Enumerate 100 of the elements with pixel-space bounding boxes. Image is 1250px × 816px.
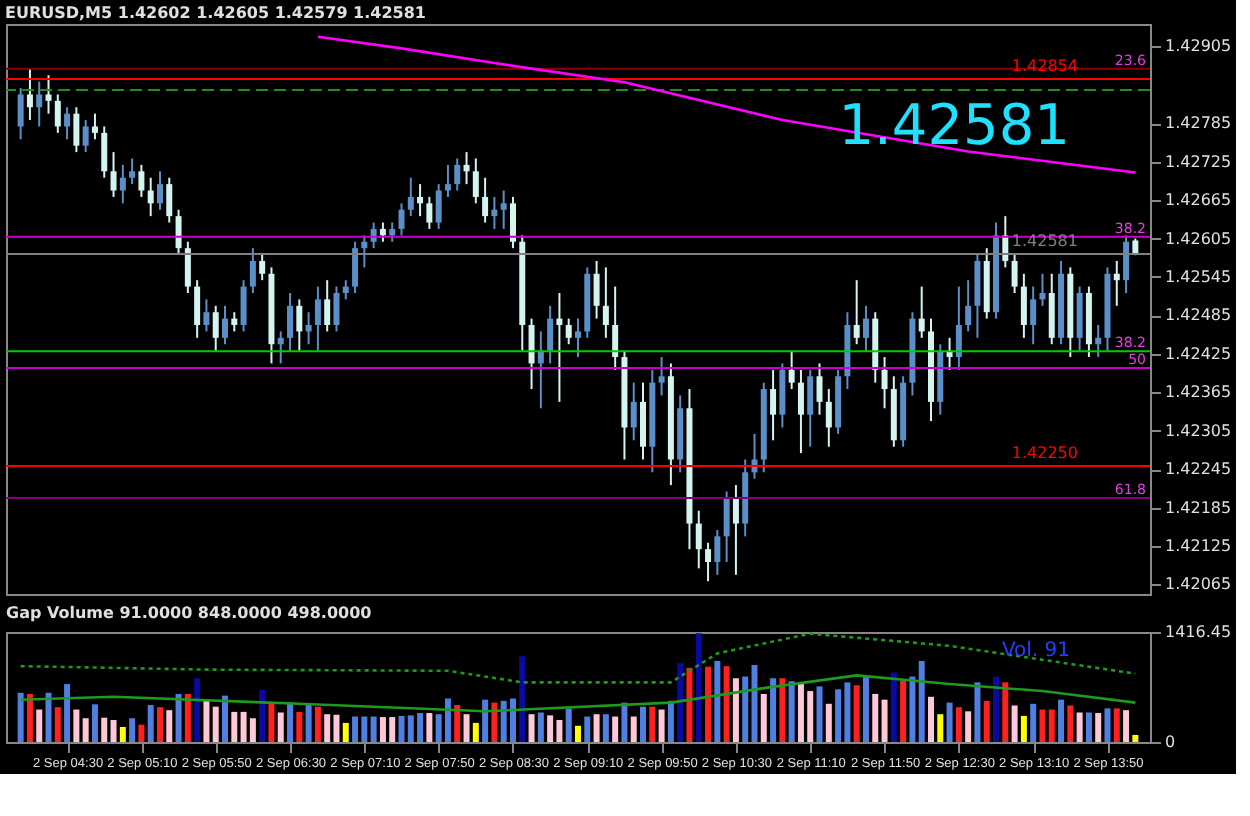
candlestick — [974, 253, 981, 339]
bar — [816, 686, 823, 742]
bar — [36, 709, 43, 742]
bar — [640, 706, 647, 742]
bar — [472, 722, 479, 742]
y-tick-label: 1.42785 — [1165, 114, 1232, 133]
candlestick — [825, 388, 832, 448]
bar — [491, 702, 498, 742]
bar — [156, 707, 163, 742]
candlestick — [714, 528, 721, 576]
bar — [463, 714, 470, 742]
candlestick — [575, 317, 581, 359]
bar — [835, 689, 842, 742]
bar — [352, 716, 359, 742]
bar — [695, 633, 702, 742]
bar — [705, 666, 712, 742]
candlestick — [361, 234, 368, 269]
candlestick — [175, 208, 182, 256]
candlestick — [54, 93, 61, 134]
candlestick — [658, 356, 665, 397]
y-tick-label: 1.42125 — [1165, 536, 1232, 555]
candlestick — [426, 195, 433, 230]
bar — [770, 678, 777, 742]
candlestick — [955, 285, 962, 371]
candlestick — [853, 279, 860, 346]
y-tick-label: 1.42545 — [1165, 267, 1232, 286]
candlestick — [965, 279, 972, 333]
bar — [1113, 708, 1120, 742]
candlestick — [212, 304, 219, 352]
candlestick — [333, 285, 340, 333]
candlestick — [472, 157, 479, 205]
bar — [184, 693, 191, 742]
bar — [732, 678, 739, 742]
bar — [268, 703, 275, 742]
candlestick — [45, 74, 52, 115]
candlestick — [723, 490, 730, 563]
bar — [166, 710, 173, 742]
candlestick — [184, 240, 191, 294]
bar — [537, 712, 544, 742]
candlestick — [156, 170, 163, 211]
candlestick — [779, 362, 786, 429]
bar — [1123, 710, 1130, 742]
candlestick — [500, 189, 507, 230]
bar — [965, 711, 972, 742]
candlestick — [862, 304, 869, 352]
bar — [667, 700, 674, 742]
bar — [1132, 734, 1139, 742]
bar — [203, 699, 210, 742]
candlestick — [287, 291, 294, 352]
bar — [454, 704, 461, 742]
candlestick — [222, 304, 229, 346]
candlestick — [147, 176, 154, 218]
bar — [138, 724, 145, 742]
bar — [249, 718, 256, 742]
line-series — [19, 674, 1137, 713]
candlestick — [91, 112, 98, 141]
bar — [1104, 708, 1111, 742]
candlestick — [314, 285, 321, 352]
bar — [1048, 709, 1055, 742]
line-series — [19, 632, 1137, 684]
bar — [444, 698, 451, 742]
candlestick — [17, 87, 24, 141]
bar — [993, 676, 1000, 742]
bar — [946, 702, 953, 742]
candlestick — [1020, 272, 1027, 339]
bar — [129, 718, 136, 742]
candlestick — [101, 125, 108, 179]
bar — [630, 716, 637, 742]
bar — [584, 716, 591, 742]
bar — [593, 714, 600, 742]
bar — [426, 713, 433, 742]
bar — [547, 715, 554, 742]
candlestick — [444, 163, 451, 198]
bar — [927, 696, 934, 742]
bar — [222, 695, 229, 742]
candlestick — [417, 183, 424, 218]
candlestick — [138, 163, 145, 198]
candlestick — [277, 330, 284, 365]
candlestick — [110, 151, 117, 198]
candlestick — [435, 183, 442, 230]
y-tick-label: 1.42245 — [1165, 460, 1232, 479]
candlestick — [305, 311, 312, 346]
bar — [760, 693, 767, 742]
y-tick-label: 1.42605 — [1165, 229, 1232, 248]
bar — [212, 706, 219, 742]
bar — [788, 681, 795, 742]
y-tick-label: 1.42665 — [1165, 191, 1232, 210]
bar — [101, 717, 108, 742]
annotation: Vol. 91 — [1001, 640, 1070, 662]
bar — [296, 711, 303, 742]
bar — [1011, 705, 1018, 742]
y-tick-label: 0 — [1165, 733, 1176, 751]
y-tick-label: 1416.45 — [1165, 623, 1232, 641]
candlestick — [640, 381, 647, 461]
candlestick — [797, 368, 804, 455]
bar — [482, 699, 489, 742]
bar — [45, 692, 52, 742]
bar — [900, 680, 907, 742]
bar — [872, 693, 879, 742]
bar — [1039, 709, 1046, 742]
